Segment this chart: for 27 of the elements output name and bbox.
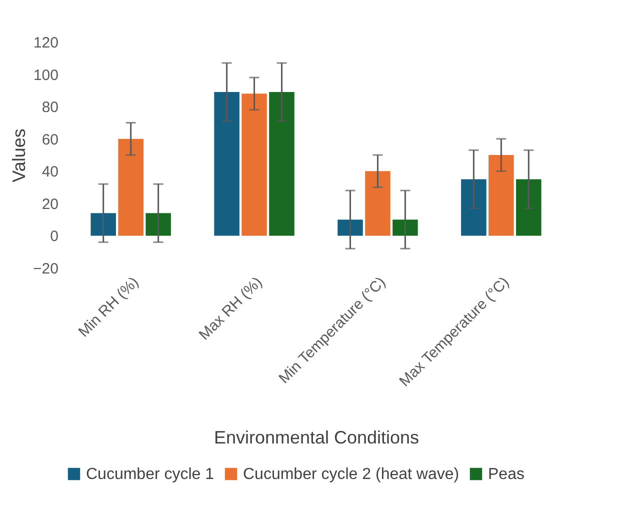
y-tick-label: 40: [42, 164, 58, 181]
bar: [214, 92, 240, 236]
legend-label: Cucumber cycle 2 (heat wave): [243, 466, 460, 483]
y-tick-label: 0: [50, 228, 58, 246]
y-tick-label: 60: [42, 131, 58, 148]
legend-label: Peas: [488, 466, 524, 483]
bar: [338, 220, 363, 236]
bar: [365, 171, 390, 236]
legend-label: Cucumber cycle 1: [86, 466, 214, 483]
bar: [516, 179, 542, 236]
bar: [90, 213, 116, 236]
x-tick-label: Min RH (%): [75, 274, 142, 341]
y-tick-label: 80: [42, 99, 58, 116]
bar: [146, 213, 171, 236]
y-tick-label: 100: [33, 66, 58, 84]
bar: [242, 94, 267, 236]
bar: [392, 220, 418, 236]
x-axis-title: Environmental Conditions: [214, 428, 420, 448]
bar: [118, 138, 144, 236]
x-tick-label: Max RH (%): [196, 274, 266, 344]
bar: [488, 155, 514, 236]
bar: [461, 179, 486, 236]
y-tick-label: 120: [33, 34, 58, 52]
bar: [269, 92, 294, 236]
y-axis-title: Values: [9, 128, 30, 182]
y-tick-label: −20: [33, 260, 58, 278]
y-tick-label: 20: [42, 196, 58, 213]
